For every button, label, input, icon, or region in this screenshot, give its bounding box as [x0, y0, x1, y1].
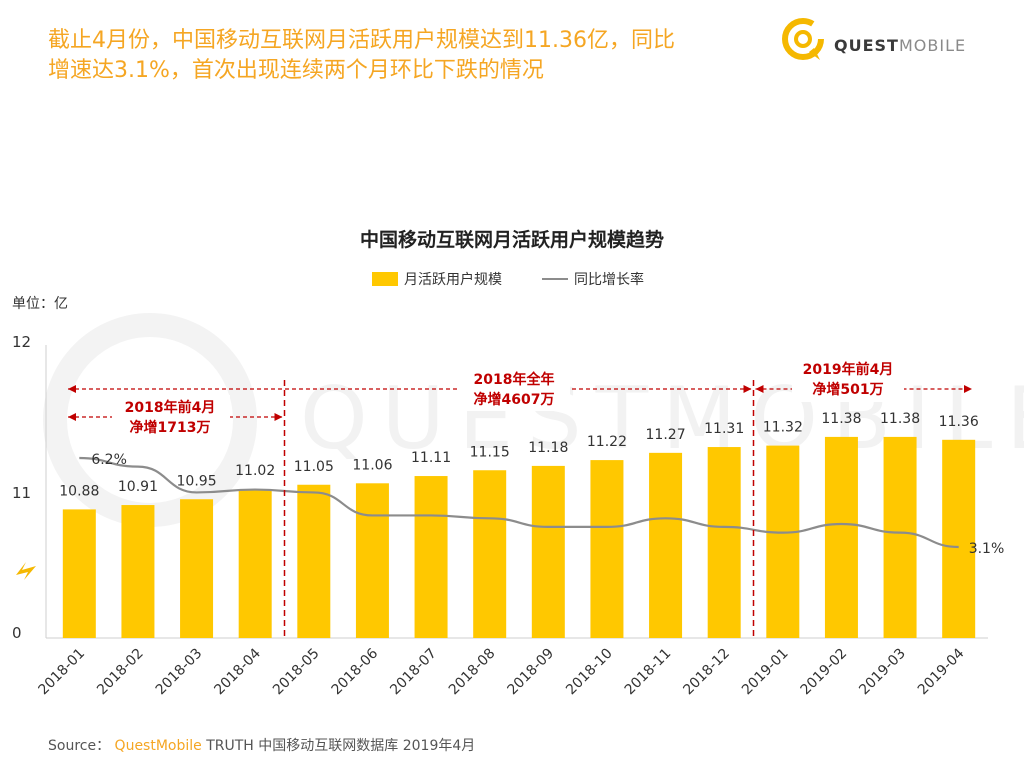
bar-value-label: 10.88: [59, 483, 99, 499]
x-tick-label: 2018-04: [211, 645, 264, 698]
brand-name: QUESTMOBILE: [834, 36, 966, 55]
bar-value-label: 11.22: [587, 434, 627, 450]
x-tick-label: 2018-03: [153, 646, 206, 699]
x-tick-label: 2019-02: [798, 646, 851, 699]
questmobile-logo: QUESTMOBILE: [778, 14, 988, 64]
annotation-arrow-2018-4m-head-right: [274, 413, 283, 421]
bar-value-label: 10.95: [177, 473, 217, 489]
x-tick-label: 2018-05: [270, 646, 323, 699]
legend-label-line: 同比增长率: [574, 271, 644, 288]
x-tick-label: 2018-01: [35, 646, 88, 699]
bar: [180, 499, 214, 638]
x-tick-label: 2018-11: [622, 646, 675, 699]
source-note: Source： QuestMobile TRUTH 中国移动互联网数据库 201…: [48, 735, 475, 755]
x-tick-label: 2018-06: [329, 645, 382, 698]
annotation-2018-4m-line-2: 净增1713万: [130, 419, 211, 436]
unit-label: 单位：亿: [12, 296, 68, 312]
bar-value-label: 11.32: [763, 420, 803, 436]
bar: [883, 436, 917, 638]
bar: [238, 489, 272, 638]
bar: [355, 483, 389, 638]
bar: [531, 465, 565, 638]
growth-rate-line: [79, 456, 959, 549]
bar-value-label: 10.91: [118, 479, 158, 495]
bar-value-label: 11.31: [704, 421, 744, 437]
bar: [473, 470, 507, 638]
annotation-arrow-2018-4m-head-left: [68, 413, 76, 421]
annotation-2018-4m-line-1: 2018年前4月: [125, 399, 216, 416]
source-text: TRUTH 中国移动互联网数据库 2019年4月: [201, 738, 476, 754]
legend-swatch-bar: [372, 272, 398, 286]
y-tick-label: 0: [12, 624, 22, 642]
annotation-arrow-2019-4m-head-right: [964, 385, 972, 393]
bar-value-label: 11.06: [352, 457, 392, 473]
y-tick-label: 12: [12, 333, 31, 351]
annotation-arrow-2019-4m-head-left: [755, 385, 764, 393]
x-tick-label: 2018-07: [387, 646, 440, 699]
bar-value-label: 11.02: [235, 463, 275, 479]
bar-value-label: 11.15: [470, 444, 510, 460]
x-tick-label: 2019-01: [739, 646, 792, 699]
x-tick-label: 2018-12: [680, 646, 733, 699]
x-tick-label: 2018-09: [504, 646, 557, 699]
x-tick-label: 2018-08: [446, 646, 499, 699]
annotation-arrow-2018-full-head-left: [68, 385, 76, 393]
bar: [590, 460, 624, 638]
bar: [942, 439, 976, 638]
axis-break-icon: [16, 562, 36, 580]
annotation-arrow-2018-full-head-right: [743, 385, 752, 393]
x-tick-label: 2019-04: [915, 645, 968, 698]
bar: [62, 509, 96, 638]
bar-value-label: 11.11: [411, 450, 451, 466]
bar-value-label: 11.36: [939, 414, 979, 430]
bar: [766, 445, 800, 638]
annotation-bg-2018-4m: [112, 395, 230, 439]
source-prefix: Source：: [48, 738, 111, 754]
bar: [824, 436, 858, 638]
annotation-2019-4m-line-1: 2019年前4月: [803, 361, 894, 378]
bar: [707, 447, 741, 638]
growth-rate-label: 6.2%: [91, 452, 127, 468]
chart-title: 中国移动互联网月活跃用户规模趋势: [360, 228, 664, 251]
annotation-2019-4m-line-2: 净增501万: [812, 381, 883, 398]
bar: [297, 484, 331, 638]
bar: [649, 452, 683, 638]
bar-value-label: 11.27: [646, 427, 686, 443]
brand-name-bold: QUEST: [834, 36, 899, 55]
bar: [121, 505, 155, 638]
source-brand: QuestMobile: [114, 738, 202, 754]
bar: [414, 476, 448, 638]
questmobile-logo-icon: [782, 18, 824, 60]
headline-line-2: 增速达3.1%，首次出现连续两个月环比下跌的情况: [48, 58, 544, 83]
legend-label-bar: 月活跃用户规模: [404, 271, 502, 288]
bar-value-label: 11.18: [528, 440, 568, 456]
x-tick-label: 2019-03: [856, 646, 909, 699]
bar-value-label: 11.38: [821, 411, 861, 427]
annotation-2018-full-line-1: 2018年全年: [474, 371, 555, 388]
growth-rate-label: 3.1%: [969, 541, 1005, 557]
bar-value-label: 11.38: [880, 411, 920, 427]
brand-name-light: MOBILE: [898, 36, 967, 55]
annotation-2018-full-line-2: 净增4607万: [474, 391, 555, 408]
annotation-bg-2019-4m: [792, 358, 904, 402]
headline-line-1: 截止4月份，中国移动互联网月活跃用户规模达到11.36亿，同比: [48, 28, 675, 53]
bar-value-label: 11.05: [294, 459, 334, 475]
y-tick-label: 11: [12, 484, 31, 502]
x-tick-label: 2018-10: [563, 646, 616, 699]
annotation-bg-2018-full: [458, 367, 570, 411]
headline: 截止4月份，中国移动互联网月活跃用户规模达到11.36亿，同比 增速达3.1%，…: [48, 26, 768, 86]
x-tick-label: 2018-02: [94, 646, 147, 699]
